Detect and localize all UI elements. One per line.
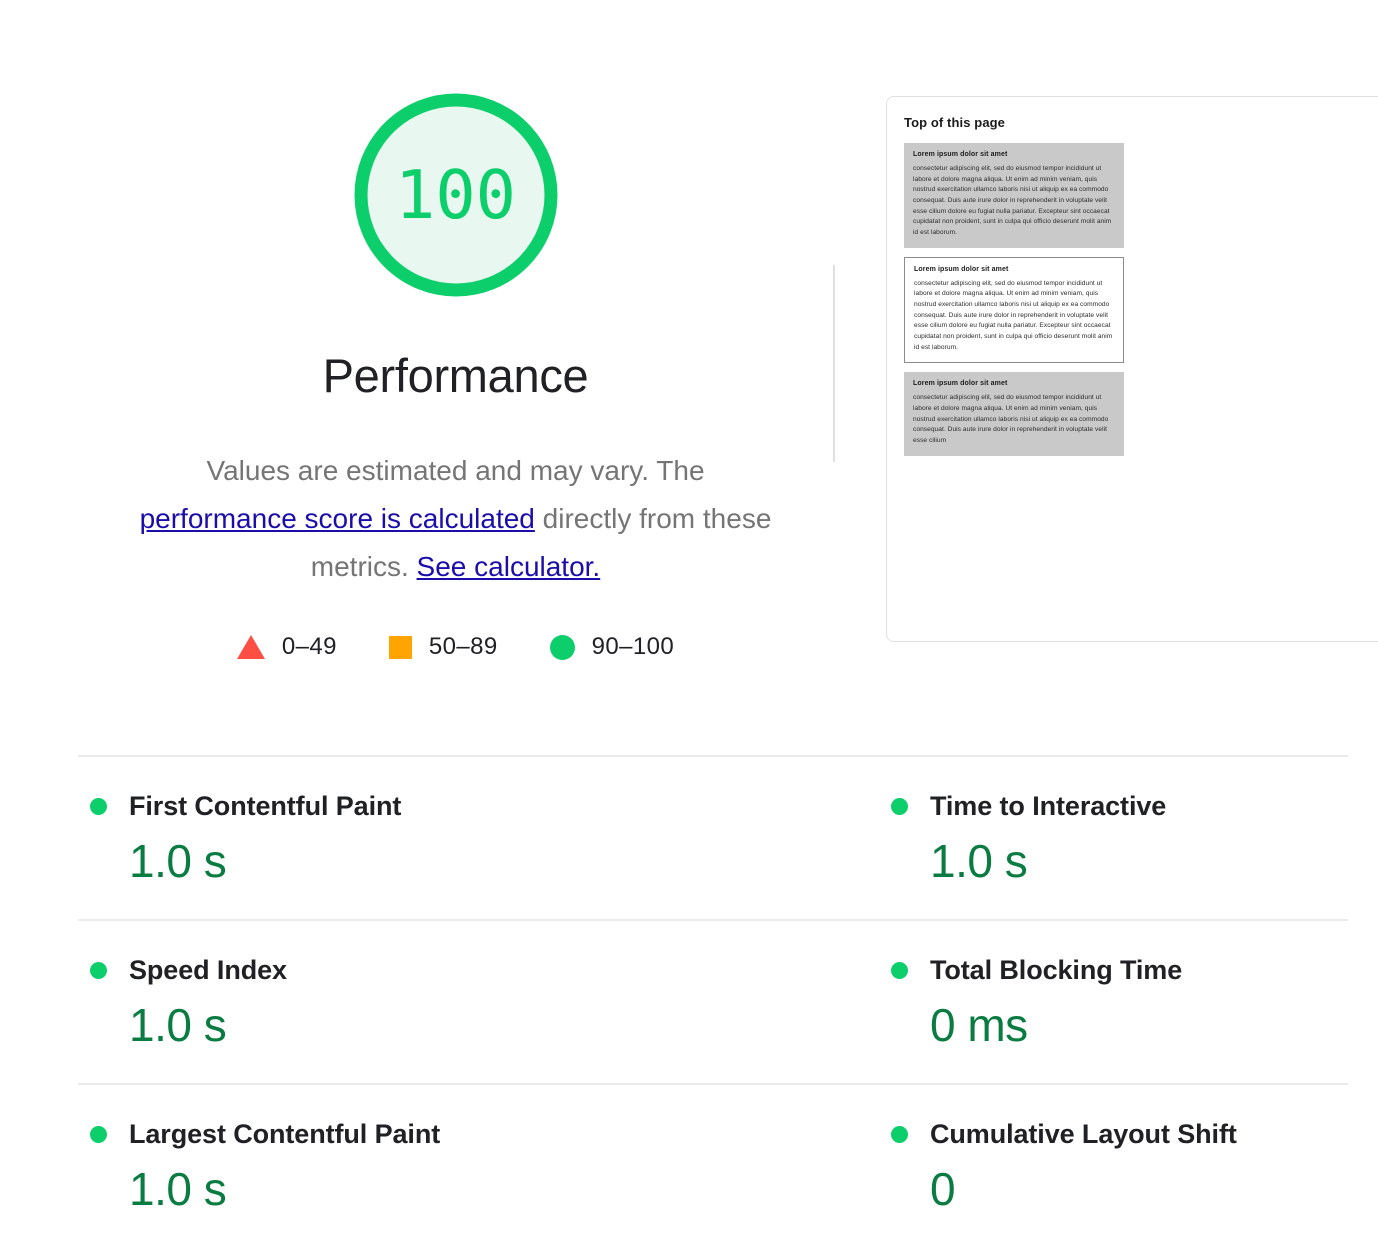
metric-value: 0 <box>930 1163 956 1215</box>
score-description: Values are estimated and may vary. The p… <box>126 447 786 591</box>
square-icon <box>388 635 412 659</box>
circle-icon <box>549 634 575 660</box>
metric-value: 1.0 s <box>129 1163 227 1215</box>
gauge-ring-icon <box>354 93 557 297</box>
metric-label: Largest Contentful Paint <box>129 1119 441 1149</box>
screenshot-card: Lorem ipsum dolor sit amet consectetur a… <box>904 372 1124 456</box>
status-circle-icon <box>891 1126 908 1143</box>
metric-total-blocking-time[interactable]: Total Blocking Time 0 ms <box>861 919 1348 1083</box>
legend-item-pass: 90–100 <box>549 633 675 661</box>
screenshot-card-body: consectetur adipiscing elit, sed do eius… <box>913 165 1112 237</box>
screenshot-card: Lorem ipsum dolor sit amet consectetur a… <box>904 143 1124 248</box>
legend-label-pass: 90–100 <box>591 633 675 661</box>
performance-score-gauge[interactable]: 100 <box>347 86 565 304</box>
description-text-1: Values are estimated and may vary. The <box>206 455 705 486</box>
metric-header: Total Blocking Time <box>891 955 1348 986</box>
metric-first-contentful-paint[interactable]: First Contentful Paint 1.0 s <box>78 755 861 919</box>
metric-header: Speed Index <box>90 955 861 986</box>
metric-label: Speed Index <box>129 955 287 985</box>
page-screenshot-panel[interactable]: Top of this page Lorem ipsum dolor sit a… <box>886 96 1378 642</box>
status-circle-icon <box>90 1126 107 1143</box>
metric-label: Time to Interactive <box>930 791 1167 821</box>
metric-speed-index[interactable]: Speed Index 1.0 s <box>78 919 861 1083</box>
metric-largest-contentful-paint[interactable]: Largest Contentful Paint 1.0 s <box>78 1083 861 1247</box>
screenshot-heading: Top of this page <box>904 115 1006 130</box>
metric-header: Time to Interactive <box>891 791 1348 822</box>
metric-cumulative-layout-shift[interactable]: Cumulative Layout Shift 0 <box>861 1083 1348 1247</box>
score-scale-legend: 0–49 50–89 90–100 <box>236 633 675 661</box>
see-calculator-link[interactable]: See calculator. <box>416 551 601 583</box>
status-circle-icon <box>891 798 908 815</box>
metric-header: Cumulative Layout Shift <box>891 1119 1348 1150</box>
metric-value: 1.0 s <box>129 835 227 887</box>
screenshot-card-body: consectetur adipiscing elit, sed do eius… <box>913 394 1109 445</box>
description-text-2: directly from these metrics. <box>310 503 772 583</box>
vertical-divider <box>833 265 835 462</box>
screenshot-card-title: Lorem ipsum dolor sit amet <box>914 265 1009 273</box>
gauge-score-value: 100 <box>394 155 516 234</box>
screenshot-card-body: consectetur adipiscing elit, sed do eius… <box>914 279 1113 351</box>
metric-label: Total Blocking Time <box>930 955 1183 985</box>
screenshot-card: Lorem ipsum dolor sit amet consectetur a… <box>904 256 1124 364</box>
triangle-icon <box>236 635 265 660</box>
page-title: Performance <box>322 349 589 402</box>
metric-value: 0 ms <box>930 999 1028 1051</box>
page-screenshot-content: Top of this page Lorem ipsum dolor sit a… <box>887 97 1378 641</box>
performance-score-calculated-link[interactable]: performance score is calculated <box>139 503 535 535</box>
metrics-grid: First Contentful Paint 1.0 s Time to Int… <box>78 755 1378 1247</box>
status-circle-icon <box>90 962 107 979</box>
status-circle-icon <box>90 798 107 815</box>
status-circle-icon <box>891 962 908 979</box>
legend-label-average: 50–89 <box>428 633 498 661</box>
metric-header: Largest Contentful Paint <box>90 1119 861 1150</box>
metric-label: First Contentful Paint <box>129 791 402 821</box>
metric-value: 1.0 s <box>129 999 227 1051</box>
legend-item-fail: 0–49 <box>236 633 337 661</box>
metric-header: First Contentful Paint <box>90 791 861 822</box>
legend-label-fail: 0–49 <box>281 633 337 661</box>
performance-score-section: 100 Performance Values are estimated and… <box>78 86 833 661</box>
screenshot-card-title: Lorem ipsum dolor sit amet <box>913 151 1008 158</box>
legend-item-average: 50–89 <box>388 633 498 661</box>
metric-value: 1.0 s <box>930 835 1028 887</box>
screenshot-card-title: Lorem ipsum dolor sit amet <box>913 380 1008 388</box>
score-and-filmstrip-area: 100 Performance Values are estimated and… <box>78 86 1378 661</box>
metric-time-to-interactive[interactable]: Time to Interactive 1.0 s <box>861 755 1348 919</box>
metric-label: Cumulative Layout Shift <box>930 1119 1237 1149</box>
